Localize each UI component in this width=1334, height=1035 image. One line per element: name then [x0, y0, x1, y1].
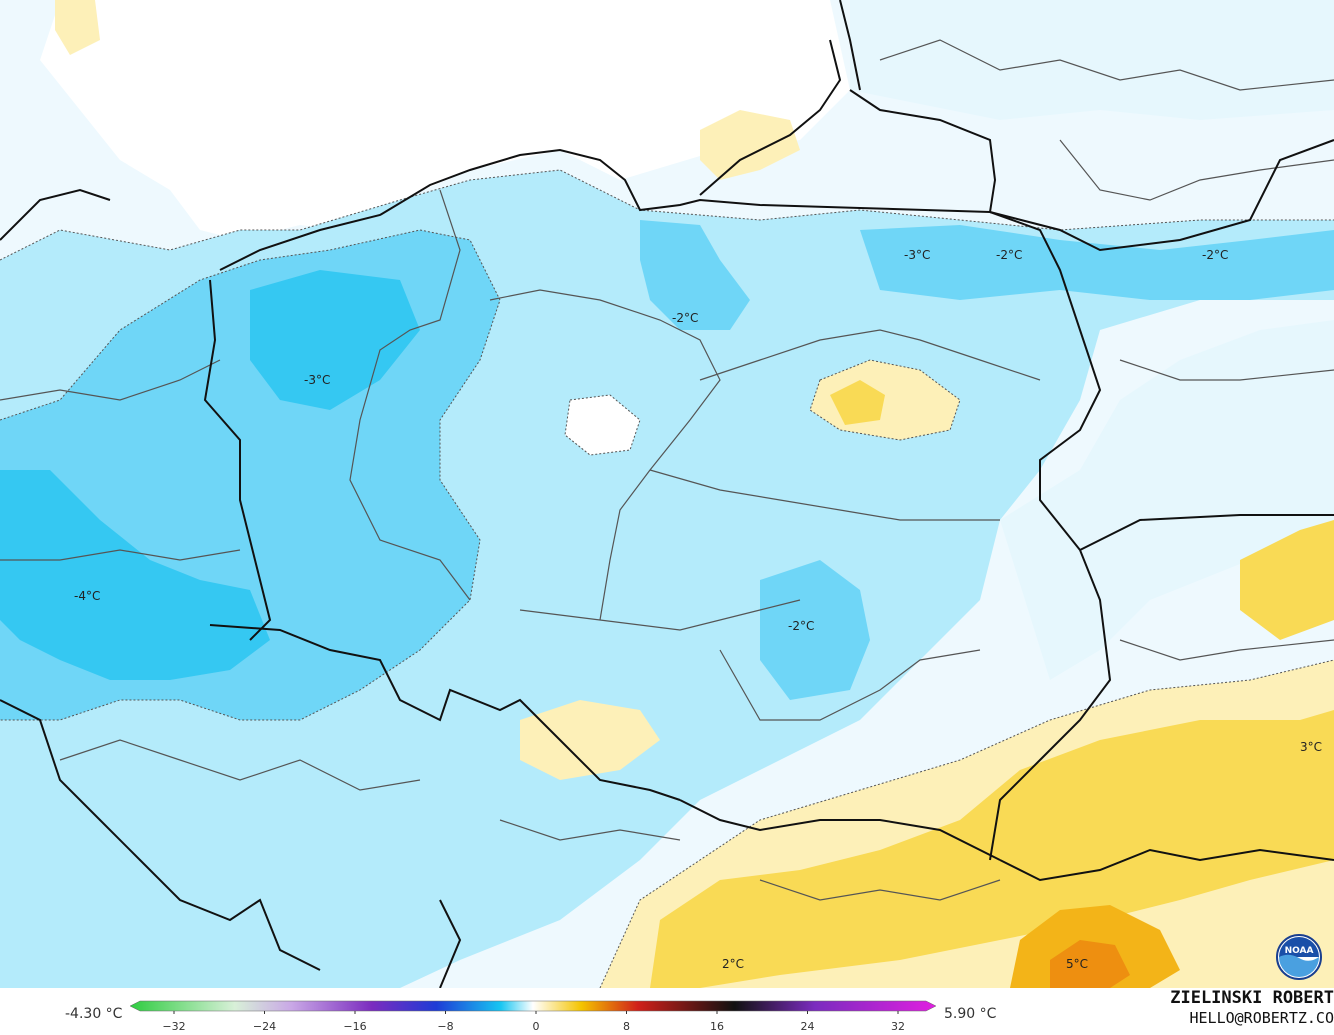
cold-zone-strong-north [640, 220, 750, 330]
warm-zone-light-south [520, 700, 660, 780]
colorbar-tick-label: 32 [891, 1020, 905, 1033]
warm-zone-deep-southeast [1050, 940, 1130, 988]
region-border-14 [499, 819, 681, 841]
warm-zone-light-northwest [55, 0, 100, 55]
legend-max-value: 5.90 °C [944, 1006, 997, 1022]
colorbar-tick-label: −16 [343, 1020, 366, 1033]
colorbar-tick-label: 16 [710, 1020, 724, 1033]
noaa-logo: NOAA [1276, 934, 1322, 980]
border-belarus-lithuania [989, 139, 1334, 252]
noaa-logo-text: NOAA [1285, 946, 1314, 956]
border-south-west [0, 699, 321, 971]
region-border-1 [349, 189, 471, 601]
isoline-d [564, 394, 641, 456]
temperature-map: -3°C -4°C -2°C -3°C -2°C -2°C -2°C 3°C 2… [0, 0, 1334, 988]
national-borders [0, 0, 1334, 988]
colorbar-ramp [130, 1000, 936, 1012]
border-east-ukraine [1079, 514, 1334, 551]
border-denmark [0, 188, 111, 241]
region-border-9 [59, 739, 421, 791]
cold-zone-deep-center-west [250, 270, 420, 410]
region-border-6 [719, 649, 981, 721]
border-poland-east [989, 211, 1112, 861]
region-border-8 [0, 359, 221, 401]
border-north-north [839, 0, 861, 91]
colorbar: −32 −24 −16 −8 0 8 16 24 32 [130, 1000, 936, 1033]
border-czech-north [209, 624, 681, 801]
warm-zone-light-north [700, 110, 800, 180]
regional-borders [0, 39, 1334, 901]
colorbar-tick-label: 8 [623, 1020, 630, 1033]
colorbar-tick-label: −32 [162, 1020, 185, 1033]
region-border-12 [1119, 359, 1334, 381]
warm-zone-mid-central-east [830, 380, 885, 425]
colorbar-tick-label: −24 [253, 1020, 276, 1033]
temperature-labels: -3°C -4°C -2°C -3°C -2°C -2°C -2°C 3°C 2… [74, 248, 1322, 971]
isoline-a [0, 229, 501, 721]
border-poland-germany [203, 279, 272, 641]
author-name: ZIELINSKI ROBERT [1170, 988, 1334, 1008]
cold-zone-strong-center [760, 560, 870, 700]
region-border-2 [489, 289, 721, 621]
colorbar-tick-label: 24 [801, 1020, 815, 1033]
warm-zone-mid-east [1240, 520, 1334, 640]
legend-min-value: -4.30 °C [65, 1006, 123, 1022]
region-border-10 [879, 39, 1334, 91]
colorbar-tick-label: −8 [437, 1020, 453, 1033]
region-border-13 [1119, 639, 1334, 661]
cold-zone-strong-northeast [860, 225, 1334, 300]
label-2c-south: 2°C [722, 957, 744, 971]
author-email: HELLO@ROBERTZ.CO [1189, 1009, 1334, 1027]
label-3c-northeast: -3°C [904, 248, 930, 262]
region-border-4 [649, 469, 1000, 521]
border-kaliningrad [849, 89, 997, 213]
baltic-sea [40, 0, 850, 240]
label-3c-east: 3°C [1300, 740, 1322, 754]
border-slovakia [679, 799, 1001, 861]
coastline-baltic [219, 148, 991, 271]
isoline-c [599, 659, 1334, 988]
colorbar-tick-label: 0 [533, 1020, 540, 1033]
label-2c-north-center: -2°C [672, 311, 698, 325]
label-2c-northeast-b: -2°C [1202, 248, 1228, 262]
isoline-b [0, 169, 1334, 261]
label-2c-northeast-a: -2°C [996, 248, 1022, 262]
region-border-11 [1059, 139, 1334, 201]
border-hungary [999, 848, 1334, 882]
isolines [0, 169, 1334, 988]
region-border-15 [759, 879, 1001, 901]
colorbar-ticks: −32 −24 −16 −8 0 8 16 24 32 [162, 1011, 905, 1033]
border-south [439, 899, 462, 988]
region-border-3 [699, 329, 1041, 381]
region-border-5 [519, 599, 801, 631]
northeast-light-field [850, 0, 1334, 120]
label-2c-center: -2°C [788, 619, 814, 633]
east-light-field [1000, 320, 1334, 680]
label-5c-southeast: 5°C [1066, 957, 1088, 971]
label-3c-west-center: -3°C [304, 373, 330, 387]
legend-bar [0, 988, 1334, 1035]
cold-zone-deep-west [0, 470, 270, 680]
warm-island-center [565, 395, 640, 455]
label-4c-west: -4°C [74, 589, 100, 603]
vistula-spit [699, 39, 842, 196]
region-border-7 [0, 549, 241, 561]
